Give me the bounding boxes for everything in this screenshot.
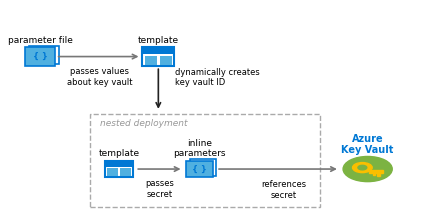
FancyBboxPatch shape [107,168,118,176]
FancyBboxPatch shape [142,47,174,54]
Text: parameter file: parameter file [8,36,73,45]
FancyBboxPatch shape [29,46,59,64]
Circle shape [352,163,372,173]
Text: references
secret: references secret [261,180,306,200]
Text: passes values
about key vault: passes values about key vault [67,67,132,87]
FancyBboxPatch shape [159,56,172,64]
Circle shape [343,157,392,182]
Text: { }: { } [33,52,48,61]
Text: dynamically creates
key vault ID: dynamically creates key vault ID [175,68,260,87]
FancyBboxPatch shape [105,161,133,167]
Text: { }: { } [193,164,207,174]
Text: Azure
Key Vault: Azure Key Vault [341,134,394,155]
Text: passes
secret: passes secret [145,179,174,199]
Bar [377,174,380,175]
Bar [373,174,375,175]
FancyBboxPatch shape [145,56,157,64]
Text: nested deployment: nested deployment [100,119,188,128]
Bar [369,170,383,174]
FancyBboxPatch shape [120,168,131,176]
Bar [90,114,320,207]
FancyBboxPatch shape [190,159,216,176]
Circle shape [358,165,367,170]
Text: template: template [99,149,139,158]
FancyBboxPatch shape [142,47,174,66]
Text: template: template [138,36,179,45]
FancyBboxPatch shape [105,161,133,177]
Text: inline
parameters: inline parameters [173,139,226,158]
FancyBboxPatch shape [26,47,55,66]
FancyBboxPatch shape [186,161,213,177]
